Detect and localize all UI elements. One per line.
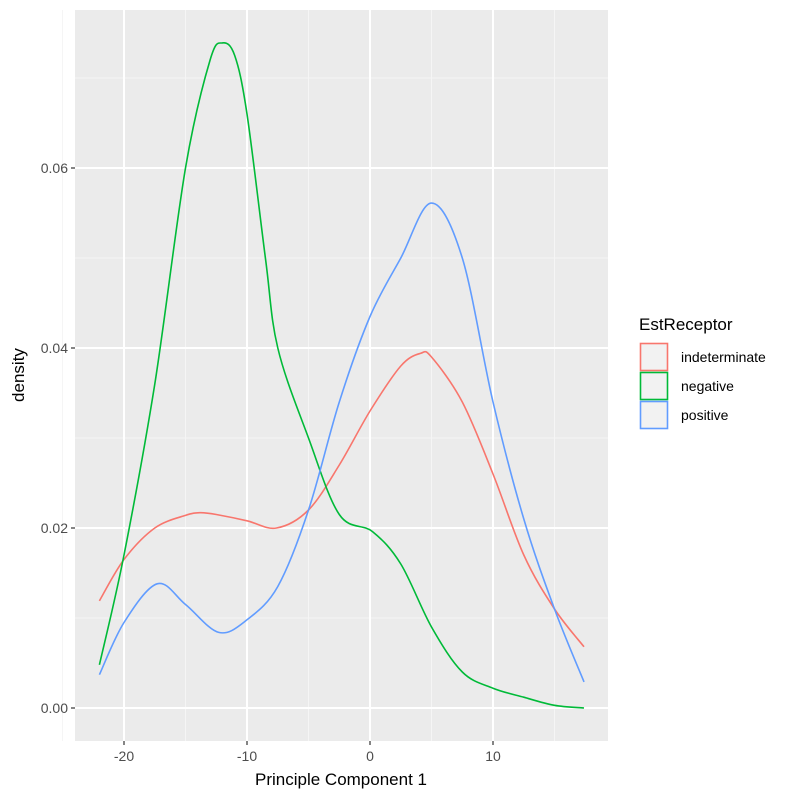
y-axis: 0.00 0.02 0.04 0.06 <box>41 160 75 716</box>
legend-key-negative <box>639 371 669 401</box>
y-tick-label: 0.02 <box>41 520 68 536</box>
grid-major <box>75 10 608 741</box>
legend-label-indeterminate: indeterminate <box>681 349 766 365</box>
density-line-negative <box>98 41 585 709</box>
legend-key-positive <box>639 400 669 430</box>
legend-key-indeterminate <box>639 342 669 372</box>
x-tick-label: 10 <box>485 748 501 764</box>
plot-panel <box>75 10 608 741</box>
series-lines <box>98 41 585 709</box>
legend-label-positive: positive <box>681 407 729 423</box>
density-line-positive <box>98 202 585 683</box>
x-tick-label: -20 <box>114 748 134 764</box>
y-tick-label: 0.04 <box>41 340 68 356</box>
x-tick-label: 0 <box>366 748 374 764</box>
x-axis-title: Principle Component 1 <box>255 770 427 789</box>
y-tick-label: 0.00 <box>41 700 68 716</box>
x-tick-label: -10 <box>237 748 257 764</box>
y-axis-title: density <box>9 348 28 402</box>
legend-title: EstReceptor <box>639 315 733 334</box>
legend: EstReceptor indeterminate negative positiv… <box>639 315 766 430</box>
density-line-indeterminate <box>98 350 585 648</box>
y-tick-label: 0.06 <box>41 160 68 176</box>
x-axis: -20 -10 0 10 <box>114 741 501 764</box>
grid-minor <box>62 10 608 741</box>
legend-label-negative: negative <box>681 378 734 394</box>
